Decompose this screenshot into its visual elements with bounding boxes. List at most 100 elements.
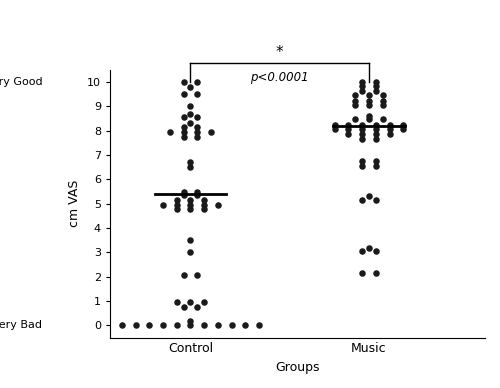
Text: *: *: [276, 45, 283, 60]
Point: [200, 322, 208, 328]
Point: [399, 126, 407, 133]
Point: [365, 92, 373, 98]
Point: [180, 91, 188, 97]
Point: [372, 79, 380, 85]
Point: [193, 114, 201, 120]
Point: [186, 111, 194, 117]
Point: [372, 136, 380, 142]
Point: [180, 189, 188, 195]
Point: [344, 122, 352, 128]
Point: [399, 122, 407, 128]
Point: [186, 317, 194, 324]
Point: [186, 237, 194, 243]
Point: [180, 114, 188, 120]
Point: [193, 189, 201, 195]
Point: [378, 102, 386, 108]
Point: [358, 136, 366, 142]
Point: [159, 322, 167, 328]
Point: [172, 322, 180, 328]
Point: [193, 134, 201, 140]
Point: [372, 248, 380, 254]
Point: [358, 163, 366, 169]
Point: [358, 270, 366, 276]
Point: [214, 322, 222, 328]
Point: [186, 164, 194, 170]
Point: [186, 322, 194, 328]
Text: Very Good: Very Good: [0, 77, 42, 87]
Point: [180, 192, 188, 198]
Point: [172, 202, 180, 208]
Point: [186, 103, 194, 109]
Point: [365, 102, 373, 108]
Point: [386, 131, 394, 137]
Point: [372, 122, 380, 128]
Point: [132, 322, 140, 328]
Point: [118, 322, 126, 328]
Point: [172, 197, 180, 203]
Point: [386, 122, 394, 128]
Point: [180, 79, 188, 85]
Point: [166, 129, 174, 135]
Point: [372, 163, 380, 169]
Point: [344, 126, 352, 133]
Point: [186, 120, 194, 126]
Point: [228, 322, 235, 328]
Point: [358, 83, 366, 89]
Point: [193, 129, 201, 135]
Point: [186, 159, 194, 165]
Point: [372, 83, 380, 89]
Point: [180, 304, 188, 310]
Point: [186, 249, 194, 255]
Point: [358, 122, 366, 128]
Point: [358, 197, 366, 203]
Point: [351, 97, 359, 104]
Point: [330, 122, 338, 128]
Point: [172, 299, 180, 305]
Point: [200, 202, 208, 208]
Point: [193, 79, 201, 85]
Point: [358, 131, 366, 137]
Text: Very Bad: Very Bad: [0, 320, 42, 331]
Y-axis label: cm VAS: cm VAS: [68, 180, 82, 227]
Point: [365, 244, 373, 251]
Point: [186, 299, 194, 305]
Point: [330, 126, 338, 133]
Point: [372, 131, 380, 137]
Point: [180, 272, 188, 279]
Point: [365, 116, 373, 123]
Point: [200, 197, 208, 203]
Point: [378, 97, 386, 104]
Point: [365, 113, 373, 119]
Point: [365, 193, 373, 199]
Point: [358, 87, 366, 94]
Point: [344, 131, 352, 137]
Point: [180, 129, 188, 135]
Point: [214, 202, 222, 208]
Point: [372, 158, 380, 164]
Point: [358, 248, 366, 254]
Point: [358, 158, 366, 164]
Point: [193, 124, 201, 130]
Point: [378, 116, 386, 123]
Point: [200, 206, 208, 213]
Point: [145, 322, 153, 328]
Point: [186, 84, 194, 90]
Text: p<0.0001: p<0.0001: [250, 71, 309, 84]
Point: [378, 92, 386, 98]
Point: [172, 206, 180, 213]
Point: [351, 116, 359, 123]
Point: [207, 129, 215, 135]
Point: [372, 270, 380, 276]
Point: [372, 87, 380, 94]
Point: [372, 197, 380, 203]
Point: [372, 126, 380, 133]
X-axis label: Groups: Groups: [275, 361, 320, 374]
Point: [180, 134, 188, 140]
Point: [186, 202, 194, 208]
Point: [193, 91, 201, 97]
Point: [386, 126, 394, 133]
Point: [365, 97, 373, 104]
Point: [186, 206, 194, 213]
Point: [193, 272, 201, 279]
Point: [180, 124, 188, 130]
